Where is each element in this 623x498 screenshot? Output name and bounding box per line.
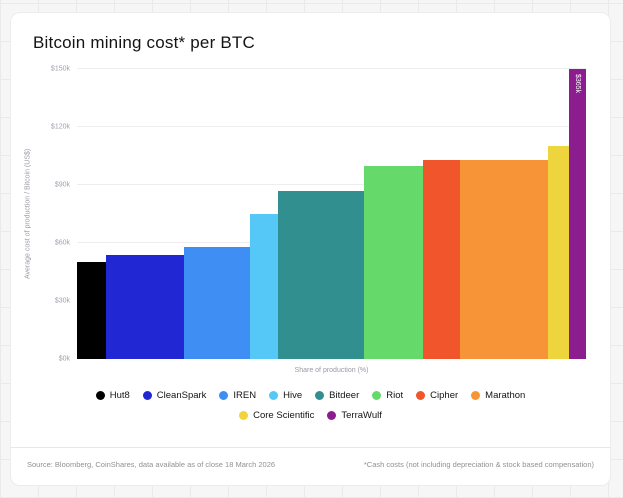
legend-dot bbox=[142, 391, 152, 400]
legend-item-bitdeer: Bitdeer bbox=[315, 390, 359, 401]
legend-label: Hive bbox=[283, 390, 303, 401]
y-tick-label: $120k bbox=[50, 123, 70, 131]
legend-dot bbox=[219, 391, 229, 400]
bar-cleanspark bbox=[106, 254, 184, 359]
legend-item-iren: IREN bbox=[219, 390, 256, 401]
legend-item-riot: Riot bbox=[372, 390, 403, 401]
legend-label: Hut8 bbox=[109, 390, 130, 401]
bar-riot bbox=[364, 165, 424, 359]
page-title: Bitcoin mining cost* per BTC bbox=[33, 33, 255, 52]
legend-dot bbox=[471, 391, 481, 400]
bar-hut8 bbox=[77, 262, 106, 359]
y-tick-label: $90k bbox=[54, 181, 70, 189]
legend-label: IREN bbox=[233, 390, 257, 401]
legend: Hut8 CleanSpark IREN Hive Bitdeer Riot Cipher M… bbox=[61, 390, 561, 421]
legend-label: TerraWulf bbox=[341, 410, 382, 421]
bars: $365k bbox=[77, 69, 586, 359]
legend-dot bbox=[416, 391, 426, 400]
x-axis-label: Share of production (%) bbox=[294, 367, 369, 374]
legend-dot bbox=[327, 411, 337, 420]
legend-label: Marathon bbox=[485, 390, 526, 401]
bar-hive bbox=[249, 214, 278, 359]
legend-item-hive: Hive bbox=[269, 390, 302, 401]
bar-value-label: $365k bbox=[573, 74, 581, 94]
bar-core-scientific bbox=[547, 146, 569, 359]
legend-label: Riot bbox=[386, 390, 404, 401]
legend-label: Cipher bbox=[430, 390, 459, 401]
footer: Source: Bloomberg, CoinShares, data avai… bbox=[11, 447, 610, 485]
gridline bbox=[77, 68, 586, 69]
legend-label: CleanSpark bbox=[156, 390, 207, 401]
legend-dot bbox=[95, 391, 105, 400]
bar-bitdeer bbox=[277, 190, 365, 359]
legend-dot bbox=[239, 411, 249, 420]
y-tick-label: $60k bbox=[54, 239, 70, 247]
plot-area: $365k bbox=[77, 68, 586, 359]
gridline bbox=[77, 184, 586, 185]
chart-card: Bitcoin mining cost* per BTC Average cos… bbox=[10, 12, 611, 486]
legend-label: Bitdeer bbox=[329, 390, 360, 401]
source-note: Source: Bloomberg, CoinShares, data avai… bbox=[27, 460, 276, 469]
legend-item-cleanspark: CleanSpark bbox=[142, 390, 207, 401]
cash-cost-note: *Cash costs (not including depreciation … bbox=[363, 460, 594, 469]
y-axis-label: Average cost of production / Bitcoin (US… bbox=[24, 148, 32, 280]
legend-item-terrawulf: TerraWulf bbox=[327, 410, 382, 421]
legend-item-cipher: Cipher bbox=[416, 390, 458, 401]
gridline bbox=[77, 126, 586, 127]
legend-dot bbox=[372, 391, 382, 400]
bar-terrawulf: $365k bbox=[568, 69, 586, 359]
legend-label: Core Scientific bbox=[253, 410, 315, 421]
y-tick-label: $150k bbox=[50, 65, 70, 73]
y-axis-ticks: $0k $30k $60k $90k $120k $150k bbox=[35, 65, 77, 363]
y-tick-label: $0k bbox=[58, 355, 70, 363]
legend-item-core-scientific: Core Scientific bbox=[239, 410, 314, 421]
legend-item-hut8: Hut8 bbox=[95, 390, 130, 401]
legend-dot bbox=[269, 391, 279, 400]
chart-area: Average cost of production / Bitcoin (US… bbox=[21, 65, 586, 363]
legend-dot bbox=[315, 391, 325, 400]
bar-iren bbox=[183, 246, 250, 359]
bar-cipher bbox=[423, 159, 460, 359]
legend-item-marathon: Marathon bbox=[471, 390, 525, 401]
bar-marathon bbox=[459, 159, 548, 359]
y-tick-label: $30k bbox=[54, 297, 70, 305]
